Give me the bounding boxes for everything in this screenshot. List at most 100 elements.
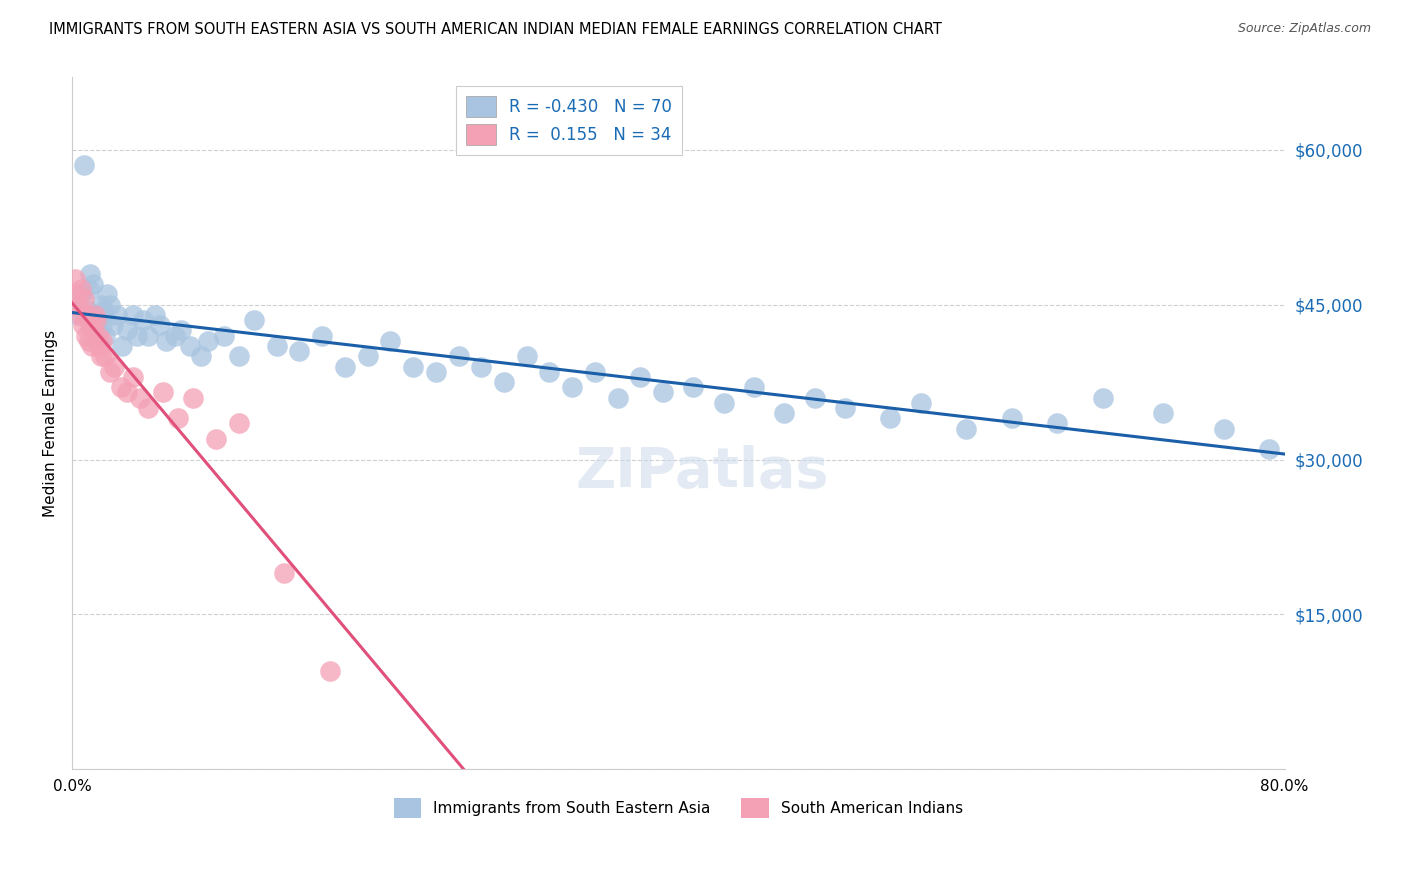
Point xyxy=(773,406,796,420)
Point xyxy=(583,365,606,379)
Point xyxy=(83,308,105,322)
Point xyxy=(87,328,110,343)
Point xyxy=(70,287,93,301)
Point xyxy=(190,349,212,363)
Point xyxy=(228,417,250,431)
Point xyxy=(682,380,704,394)
Point xyxy=(91,334,114,348)
Point xyxy=(149,318,172,333)
Point xyxy=(115,385,138,400)
Point xyxy=(165,328,187,343)
Point xyxy=(79,267,101,281)
Point xyxy=(155,334,177,348)
Point xyxy=(205,432,228,446)
Point xyxy=(470,359,492,374)
Point xyxy=(132,313,155,327)
Point xyxy=(73,158,96,172)
Text: ZIPatlas: ZIPatlas xyxy=(576,445,830,499)
Point xyxy=(228,349,250,363)
Point xyxy=(79,318,101,333)
Point xyxy=(111,339,134,353)
Point xyxy=(129,391,152,405)
Point xyxy=(90,349,112,363)
Point xyxy=(425,365,447,379)
Point xyxy=(910,395,932,409)
Point xyxy=(561,380,583,394)
Point xyxy=(652,385,675,400)
Point xyxy=(606,391,628,405)
Point xyxy=(311,328,333,343)
Point xyxy=(101,318,124,333)
Point xyxy=(98,365,121,379)
Point xyxy=(127,328,149,343)
Point xyxy=(333,359,356,374)
Point xyxy=(955,421,977,435)
Point xyxy=(91,318,114,333)
Point xyxy=(402,359,425,374)
Point xyxy=(94,349,117,363)
Point xyxy=(87,313,110,327)
Point xyxy=(80,339,103,353)
Point xyxy=(90,298,112,312)
Point xyxy=(538,365,561,379)
Point xyxy=(516,349,538,363)
Point xyxy=(76,308,98,322)
Point xyxy=(1001,411,1024,425)
Point xyxy=(266,339,288,353)
Point xyxy=(63,272,86,286)
Point xyxy=(1152,406,1174,420)
Point xyxy=(65,287,87,301)
Point xyxy=(318,664,340,678)
Point xyxy=(89,339,111,353)
Point xyxy=(83,308,105,322)
Point xyxy=(152,385,174,400)
Point xyxy=(1258,442,1281,457)
Point xyxy=(1046,417,1069,431)
Point xyxy=(84,313,107,327)
Text: Source: ZipAtlas.com: Source: ZipAtlas.com xyxy=(1237,22,1371,36)
Point xyxy=(110,380,132,394)
Point xyxy=(447,349,470,363)
Point xyxy=(492,375,515,389)
Point xyxy=(76,302,98,317)
Legend: Immigrants from South Eastern Asia, South American Indians: Immigrants from South Eastern Asia, Sout… xyxy=(388,792,969,824)
Point xyxy=(115,323,138,337)
Point xyxy=(94,328,117,343)
Point xyxy=(288,344,311,359)
Point xyxy=(82,277,104,291)
Point xyxy=(179,339,201,353)
Point xyxy=(742,380,765,394)
Point xyxy=(89,308,111,322)
Point xyxy=(212,328,235,343)
Point xyxy=(121,370,143,384)
Point xyxy=(197,334,219,348)
Point xyxy=(75,328,97,343)
Point xyxy=(356,349,378,363)
Point xyxy=(181,391,204,405)
Point xyxy=(1212,421,1234,435)
Point xyxy=(834,401,856,415)
Point xyxy=(167,411,190,425)
Point xyxy=(803,391,825,405)
Point xyxy=(73,293,96,307)
Point xyxy=(145,308,167,322)
Point xyxy=(380,334,402,348)
Point xyxy=(80,318,103,333)
Text: IMMIGRANTS FROM SOUTH EASTERN ASIA VS SOUTH AMERICAN INDIAN MEDIAN FEMALE EARNIN: IMMIGRANTS FROM SOUTH EASTERN ASIA VS SO… xyxy=(49,22,942,37)
Point xyxy=(72,318,94,333)
Point xyxy=(70,282,93,296)
Point xyxy=(879,411,901,425)
Point xyxy=(273,566,295,580)
Point xyxy=(96,287,118,301)
Point xyxy=(82,323,104,337)
Point xyxy=(67,308,90,322)
Point xyxy=(170,323,193,337)
Y-axis label: Median Female Earnings: Median Female Earnings xyxy=(44,330,58,517)
Point xyxy=(136,401,159,415)
Point xyxy=(69,308,91,322)
Point xyxy=(103,359,125,374)
Point xyxy=(243,313,266,327)
Point xyxy=(98,298,121,312)
Point xyxy=(77,334,100,348)
Point xyxy=(628,370,651,384)
